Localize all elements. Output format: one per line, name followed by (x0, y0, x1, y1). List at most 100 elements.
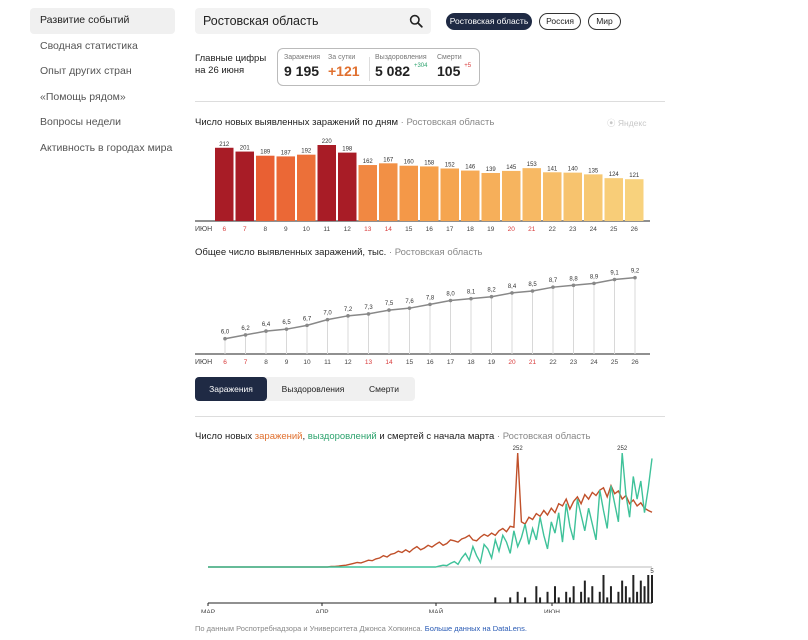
x-tick-label: 11 (324, 359, 331, 366)
figure-deaths: Смерти 105 +5 (437, 54, 471, 79)
x-axis-prefix: ИЮН (195, 359, 212, 366)
death-bar (609, 586, 612, 603)
daily-chart-subtitle: Ростовская область (406, 117, 495, 128)
x-tick-label: 18 (467, 226, 475, 233)
sidebar-item-help-nearby[interactable]: «Помощь рядом» (40, 90, 126, 103)
x-tick-label: 9 (284, 226, 288, 233)
x-tick-label: ИЮН (544, 609, 560, 613)
data-label: 8,1 (467, 290, 476, 296)
region-button-world[interactable]: Мир (588, 13, 621, 30)
region-button-russia[interactable]: Россия (539, 13, 581, 30)
bar (502, 170, 521, 221)
data-label: 6,4 (262, 322, 271, 328)
death-bar (494, 597, 497, 603)
title-part: Число новых (195, 431, 255, 442)
tab-infections[interactable]: Заражения (195, 377, 267, 401)
death-bar (598, 591, 601, 603)
sidebar-item-events[interactable]: Развитие событий (30, 8, 175, 34)
x-tick-label: 24 (590, 359, 598, 366)
bar-value-label: 160 (404, 160, 415, 166)
death-bar (568, 597, 571, 603)
death-bar (639, 580, 642, 603)
data-label: 8,7 (549, 278, 558, 284)
recoveries-line (208, 452, 653, 568)
x-tick-label: 10 (303, 359, 311, 366)
figure-recoveries-value: 5 082 (375, 63, 411, 79)
death-bar (636, 591, 639, 603)
bar-value-label: 158 (424, 160, 435, 166)
data-point (428, 302, 432, 307)
bar (481, 172, 500, 221)
bar-value-label: 198 (342, 147, 353, 153)
divider (195, 101, 665, 102)
data-point (489, 294, 494, 299)
death-bar (572, 586, 575, 603)
data-point (469, 296, 473, 301)
death-bar (583, 580, 586, 603)
peak-label: 252 (617, 446, 628, 452)
x-tick-label: МАЙ (429, 607, 444, 613)
figure-daily: За сутки +121 (328, 54, 360, 79)
figure-daily-value: +121 (328, 63, 360, 79)
title-deaths: смертей (387, 431, 424, 442)
x-tick-label: 9 (285, 359, 289, 366)
bar-value-label: 145 (506, 165, 517, 171)
data-label: 7,8 (426, 295, 435, 301)
region-search-input[interactable]: Ростовская область (195, 8, 431, 34)
death-bar (516, 591, 519, 603)
x-tick-label: 13 (364, 226, 372, 233)
region-button-rostov[interactable]: Ростовская область (446, 13, 532, 30)
bar (317, 145, 336, 221)
data-label: 7,2 (344, 307, 353, 313)
x-tick-label: 14 (385, 226, 393, 233)
death-bar (565, 591, 568, 603)
bar-value-label: 192 (301, 149, 312, 155)
key-figures-title-line1: Главные цифры (195, 53, 267, 64)
figure-recoveries-row: 5 082 +304 (375, 63, 427, 79)
data-point (325, 317, 330, 322)
death-bar (647, 575, 650, 603)
footer: По данным Роспотребнадзора и Университет… (195, 624, 527, 633)
sidebar-item-other-countries[interactable]: Опыт других стран (40, 65, 132, 77)
death-bar (587, 597, 590, 603)
bar-value-label: 187 (281, 150, 292, 156)
x-tick-label: МАР (201, 609, 215, 613)
data-point (633, 275, 637, 280)
data-point (284, 327, 289, 331)
death-bar (624, 586, 627, 603)
timeline-chart: 252 252 5 МАР АПР МАЙ ИЮН (201, 446, 654, 613)
bar (215, 147, 234, 221)
bar (358, 165, 377, 221)
sidebar-item-city-activity[interactable]: Активность в городах мира (40, 141, 173, 154)
x-axis-prefix: ИЮН (195, 226, 212, 233)
sidebar-item-summary[interactable]: Сводная статистика (40, 39, 138, 52)
x-tick-label: 20 (508, 359, 516, 366)
x-tick-label: 25 (610, 226, 618, 233)
data-point (612, 277, 617, 282)
death-bar (617, 591, 620, 603)
data-point (571, 283, 576, 288)
search-icon[interactable] (409, 14, 423, 28)
x-tick-label: 21 (528, 226, 536, 233)
daily-chart-title: Число новых выявленных заражений по дням… (195, 117, 495, 128)
data-point (407, 306, 412, 310)
title-part: , (302, 431, 308, 442)
bar (256, 155, 275, 221)
tab-deaths[interactable]: Смерти (369, 384, 399, 394)
bar (297, 154, 316, 221)
peak-label: 252 (513, 446, 524, 452)
data-point (243, 333, 248, 337)
x-tick-label: 7 (243, 226, 247, 233)
x-tick-label: 6 (223, 359, 227, 366)
bar (584, 174, 603, 221)
bar (379, 163, 398, 221)
x-tick-label: 22 (549, 359, 557, 366)
yandex-watermark: ⦿ Яндекс (607, 118, 647, 128)
bar (276, 156, 295, 221)
x-tick-label: 10 (303, 226, 311, 233)
datalens-link[interactable]: Больше данных на DataLens. (424, 624, 527, 633)
sidebar-item-questions[interactable]: Вопросы недели (40, 116, 121, 128)
tab-recoveries[interactable]: Выздоровления (281, 384, 345, 394)
x-tick-label: 12 (344, 359, 352, 366)
bar-value-label: 189 (260, 150, 271, 156)
